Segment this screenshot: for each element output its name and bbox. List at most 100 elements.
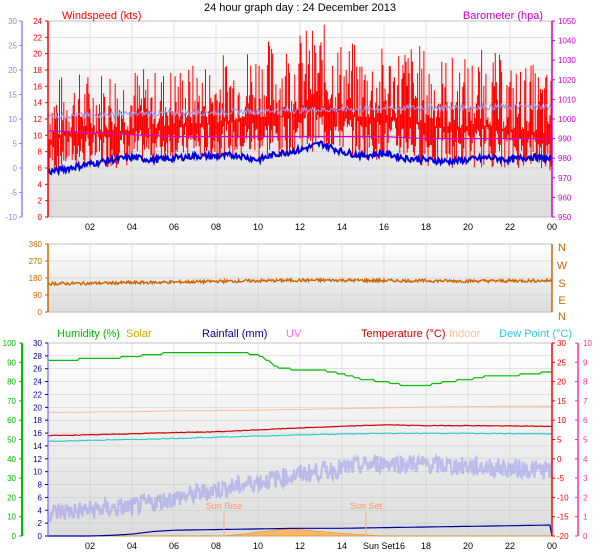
direction-tick-label: 180: [29, 274, 43, 283]
windspeed-tick-label: 4: [38, 180, 43, 189]
uv-series: [46, 452, 554, 522]
windspeed-tick-label: 14: [33, 99, 42, 108]
humidity-series: [48, 352, 552, 387]
rainfall-tick-label: 10: [33, 468, 42, 477]
temperature-tick-label: 15: [8, 91, 17, 100]
temperature-series: [47, 424, 553, 437]
x-tick-label: 20: [463, 541, 473, 551]
temperature-tick-label: 0: [557, 455, 562, 464]
x-tick-label: 10: [253, 541, 263, 551]
uv-tick-label: 8: [583, 378, 588, 387]
windspeed-tick-label: 20: [33, 50, 42, 59]
x-tick-label: 06: [169, 541, 179, 551]
uv-tick-label: 0: [583, 532, 588, 541]
windspeed-tick-label: 22: [33, 33, 42, 42]
x-tick-label: 12: [295, 222, 305, 232]
humidity-tick-label: 30: [7, 474, 16, 483]
temperature-tick-label: 30: [557, 339, 566, 348]
temperature-tick-label: 10: [8, 115, 17, 124]
x-tick-label: 08: [211, 541, 221, 551]
sunset-label: Sun Set: [350, 501, 383, 511]
windspeed-tick-label: 18: [33, 66, 42, 75]
barometer-tick-label: 960: [558, 193, 572, 202]
compass-label: E: [558, 295, 565, 307]
rainfall-series: [48, 524, 553, 537]
temperature-tick-label: 20: [557, 378, 566, 387]
legend-solar: Solar: [126, 328, 152, 340]
rainfall-tick-label: 16: [33, 429, 42, 438]
barometer-axis-label: Barometer (hpa): [463, 10, 543, 22]
legend-uv: UV: [286, 328, 302, 340]
barometer-tick-label: 1040: [558, 37, 576, 46]
rainfall-tick-label: 2: [38, 519, 43, 528]
windspeed-axis-label: Windspeed (kts): [62, 10, 141, 22]
rainfall-tick-label: 24: [33, 378, 42, 387]
rainfall-tick-label: 0: [38, 532, 43, 541]
legend-indoor: Indoor: [449, 328, 481, 340]
humidity-tick-label: 70: [7, 397, 16, 406]
direction-tick-label: 90: [33, 291, 42, 300]
uv-tick-label: 10: [583, 339, 592, 348]
direction-tick-label: 360: [29, 240, 43, 249]
temperature-tick-label: 25: [8, 42, 17, 51]
barometer-tick-label: 1030: [558, 56, 576, 65]
x-tick-label: 04: [127, 222, 137, 232]
uv-tick-label: 3: [583, 474, 588, 483]
barometer-series: [47, 130, 552, 140]
rainfall-tick-label: 22: [33, 390, 42, 399]
temperature-tick-label: 10: [557, 416, 566, 425]
x-tick-label: 08: [211, 222, 221, 232]
temperature-tick-label: 30: [8, 17, 17, 26]
barometer-tick-label: 1050: [558, 17, 576, 26]
dew-point-series: [47, 432, 552, 443]
x-tick-label: 12: [295, 541, 305, 551]
x-tick-label: 14: [337, 222, 347, 232]
humidity-tick-label: 20: [7, 493, 16, 502]
compass-label: N: [558, 242, 566, 254]
barometer-tick-label: 950: [558, 213, 572, 222]
rainfall-tick-label: 6: [38, 493, 43, 502]
uv-tick-label: 4: [583, 455, 588, 464]
humidity-tick-label: 90: [7, 358, 16, 367]
humidity-tick-label: 10: [7, 513, 16, 522]
direction-tick-label: 0: [38, 308, 43, 317]
humidity-tick-label: 0: [12, 532, 17, 541]
temperature-tick-label: 5: [557, 436, 562, 445]
wind-direction-series: [47, 277, 553, 287]
uv-tick-label: 1: [583, 513, 588, 522]
legend-temperature: Temperature (°C): [361, 328, 445, 340]
indoor-series: [47, 405, 552, 414]
compass-label: S: [558, 278, 565, 290]
x-tick-label: 14: [337, 541, 347, 551]
humidity-tick-label: 80: [7, 378, 16, 387]
windspeed-tick-label: 12: [33, 115, 42, 124]
temperature-tick-label: 5: [13, 140, 18, 149]
uv-tick-label: 6: [583, 416, 588, 425]
barometer-tick-label: 1010: [558, 95, 576, 104]
rainfall-tick-label: 30: [33, 339, 42, 348]
x-tick-label: 18: [421, 541, 431, 551]
legend-dew-point: Dew Point (°C): [499, 328, 572, 340]
sunrise-label: Sun Rise: [206, 501, 243, 511]
windspeed-tick-label: 10: [33, 131, 42, 140]
temp-humidity-panel: Sun Rise Sun Set 01020304050607080901000…: [3, 328, 593, 551]
wind-average-series: [47, 140, 553, 177]
temperature-tick-label: -5: [10, 189, 18, 198]
x-tick-label: 10: [253, 222, 263, 232]
barometer-tick-label: 980: [558, 154, 572, 163]
rainfall-tick-label: 12: [33, 455, 42, 464]
axes: 0102030405060708090100024681012141618202…: [3, 339, 593, 551]
windspeed-tick-label: 2: [38, 197, 43, 206]
humidity-tick-label: 40: [7, 455, 16, 464]
temperature-tick-label: -5: [557, 474, 565, 483]
legend: Humidity (%) Solar Rainfall (mm) UV Temp…: [57, 328, 572, 340]
barometer-tick-label: 1020: [558, 76, 576, 85]
x-tick-label: 00: [547, 222, 557, 232]
x-tick-label: 02: [85, 541, 95, 551]
uv-tick-label: 5: [583, 436, 588, 445]
x-tick-label: 00: [547, 541, 557, 551]
windspeed-tick-label: 0: [38, 213, 43, 222]
